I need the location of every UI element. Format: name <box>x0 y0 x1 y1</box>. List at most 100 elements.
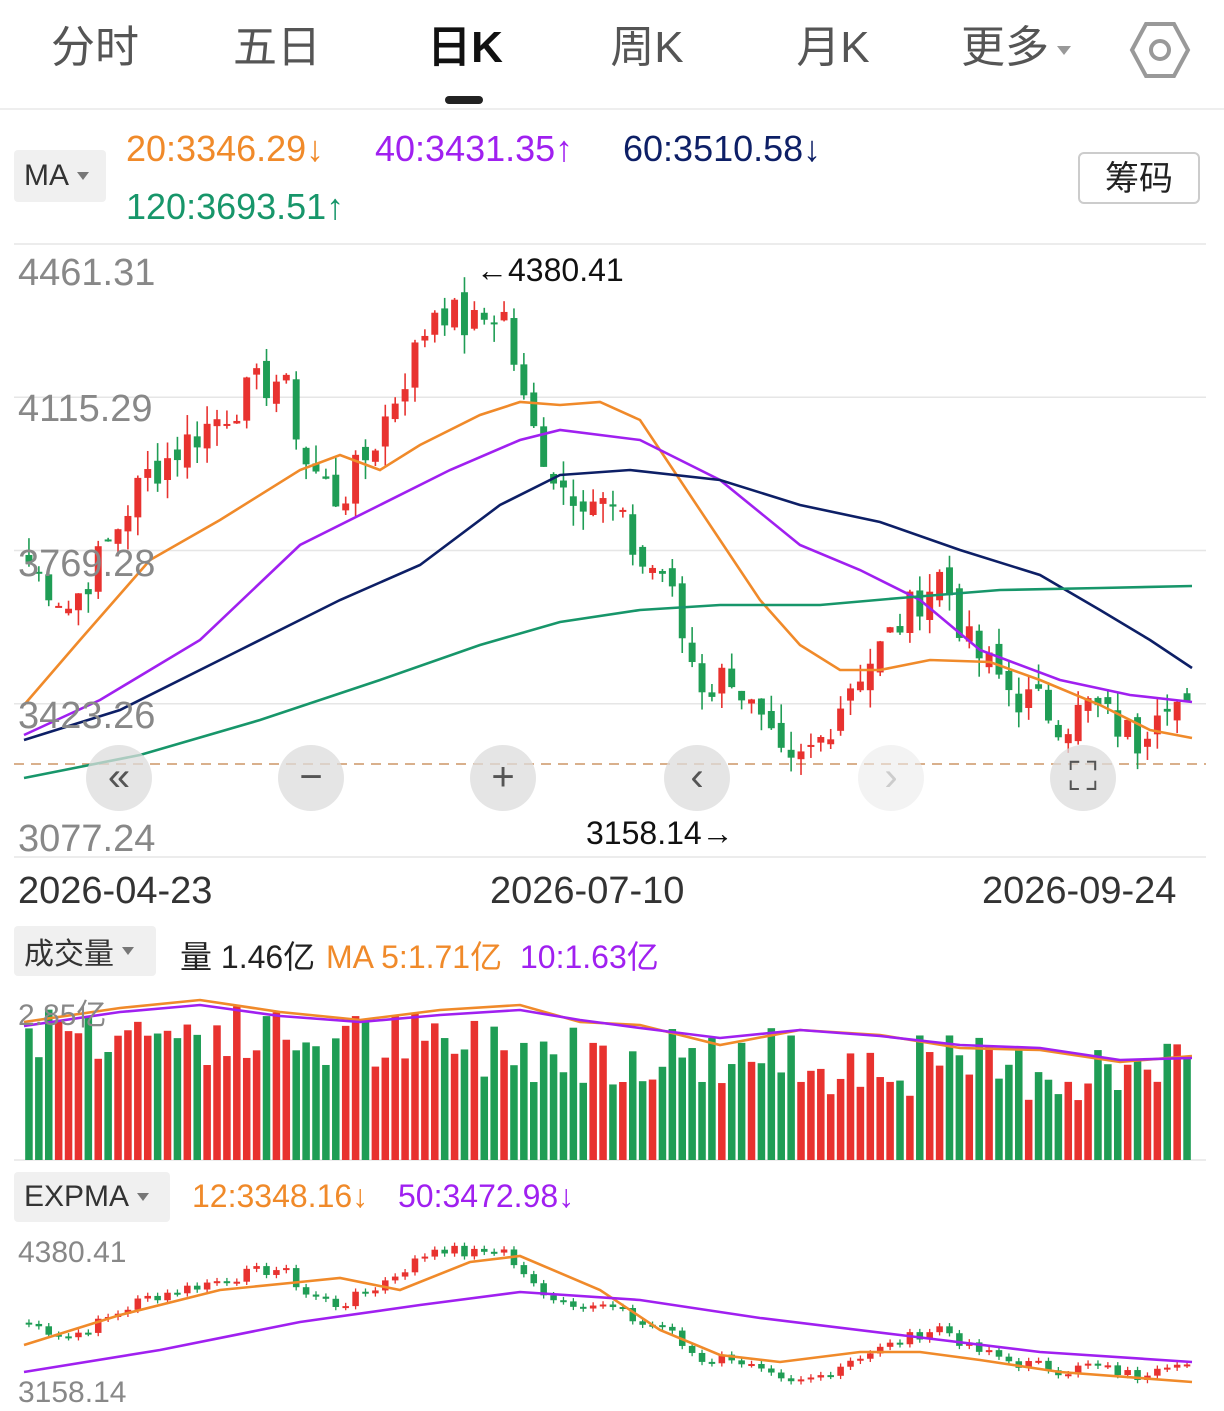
volume-bar <box>143 1035 152 1160</box>
scroll-to-start-button[interactable]: « <box>86 745 152 811</box>
expma-candle-body <box>1124 1370 1131 1376</box>
expma-candle-body <box>431 1249 439 1257</box>
volume-bar <box>25 1028 33 1160</box>
expma-candle-body <box>441 1249 448 1254</box>
expma-candle-body <box>283 1268 290 1271</box>
volume-bar <box>718 1083 726 1160</box>
chip-distribution-button[interactable]: 筹码 <box>1078 152 1200 204</box>
expma-candle-body <box>401 1272 409 1277</box>
candle-body <box>896 626 904 633</box>
expma-candle-body <box>391 1276 399 1281</box>
volume-bar <box>233 1006 241 1160</box>
ema12-line <box>23 1254 1193 1384</box>
candle-body <box>1153 715 1161 735</box>
tab-five-day[interactable]: 五日 <box>233 23 321 72</box>
candle-body <box>906 591 914 633</box>
hexagon-gear-icon[interactable] <box>1128 20 1192 80</box>
expma-candle-body <box>738 1360 745 1365</box>
scroll-right-button[interactable]: › <box>858 745 924 811</box>
candle-body <box>985 652 993 668</box>
scroll-left-button[interactable]: ‹ <box>664 745 730 811</box>
candle-body <box>144 469 152 478</box>
volume-bar <box>658 1066 667 1160</box>
volume-bar <box>995 1078 1003 1160</box>
candle-body <box>579 501 587 512</box>
volume-ma10: 10:1.63亿 <box>520 939 659 975</box>
expma-candle-body <box>867 1353 874 1359</box>
candle-body <box>124 515 132 532</box>
volume-bar <box>450 1053 459 1160</box>
expma-candle-body <box>837 1366 844 1376</box>
ma40-line <box>23 428 1193 737</box>
volume-bar <box>292 1050 300 1160</box>
expma-indicator-selector[interactable]: EXPMA <box>14 1172 170 1222</box>
candle-body <box>797 751 805 760</box>
volume-bar <box>688 1048 696 1160</box>
expma-candle-body <box>372 1290 379 1294</box>
volume-bar <box>747 1061 756 1160</box>
candle-body <box>1134 717 1142 754</box>
volume-bar <box>925 1052 934 1160</box>
volume-bar <box>411 1013 419 1160</box>
candle-body <box>302 447 310 465</box>
expma-candle-body <box>174 1292 181 1295</box>
candle-body <box>470 310 478 329</box>
y-axis-label: 3077.24 <box>18 818 156 860</box>
candle-body <box>837 708 845 731</box>
candle-body <box>322 476 330 479</box>
candle-body <box>74 593 82 611</box>
volume-bar <box>401 1058 409 1160</box>
candle-body <box>955 588 963 638</box>
tab-intraday[interactable]: 分时 <box>51 23 139 72</box>
tab-daily-k[interactable]: 日K <box>427 23 503 72</box>
expma-candle-body <box>352 1291 359 1307</box>
volume-bar <box>589 1042 597 1160</box>
candle-body <box>233 420 241 424</box>
volume-bar <box>856 1086 865 1160</box>
volume-indicator-selector[interactable]: 成交量 <box>14 926 156 976</box>
candle-body <box>292 379 300 440</box>
expma-candle-body <box>807 1377 815 1380</box>
candle-body <box>787 749 795 758</box>
candle-body <box>391 403 399 420</box>
candle-body <box>183 434 191 468</box>
volume-selector-label: 成交量 <box>24 938 114 971</box>
expma-candle-body <box>322 1296 330 1299</box>
candle-body <box>559 480 567 488</box>
volume-bar <box>1054 1094 1063 1160</box>
expma-candle-body <box>530 1274 538 1284</box>
expma-candle-body <box>698 1352 706 1362</box>
tab-weekly-k[interactable]: 周K <box>610 23 684 72</box>
volume-bar <box>1183 1057 1191 1160</box>
zoom-out-button[interactable]: − <box>278 745 344 811</box>
volume-bar <box>539 1041 548 1160</box>
indicator-selector[interactable]: MA <box>14 150 106 202</box>
indicator-selector-label: MA <box>24 159 69 192</box>
volume-bar <box>628 1051 637 1160</box>
tab-more[interactable]: 更多 <box>946 18 1086 78</box>
expma-candle-body <box>203 1282 211 1290</box>
fullscreen-button[interactable]: ⛶ <box>1050 745 1116 811</box>
expma-ema50: 50:3472.98↓ <box>398 1178 575 1214</box>
expma-candle-body <box>292 1268 300 1288</box>
zoom-in-button[interactable]: + <box>470 745 536 811</box>
candle-body <box>411 342 419 388</box>
y-axis-label: 4461.31 <box>18 252 156 294</box>
expma-candle-body <box>273 1270 280 1275</box>
expma-candle-body <box>451 1245 458 1254</box>
expma-candle-body <box>946 1326 953 1334</box>
volume-bar <box>817 1068 825 1160</box>
volume-bar <box>252 1050 261 1160</box>
tab-monthly-k[interactable]: 月K <box>796 23 870 72</box>
expma-candle-body <box>906 1332 914 1345</box>
expma-candle-body <box>45 1326 53 1335</box>
expma-candle-body <box>471 1248 478 1257</box>
volume-bar <box>510 1065 518 1160</box>
candle-body <box>1173 701 1181 721</box>
expma-candle-body <box>995 1350 1003 1357</box>
volume-bar <box>262 1016 271 1160</box>
expma-candle-body <box>134 1298 142 1310</box>
expma-candle-body <box>916 1332 924 1340</box>
expma-candle-body <box>659 1325 666 1328</box>
